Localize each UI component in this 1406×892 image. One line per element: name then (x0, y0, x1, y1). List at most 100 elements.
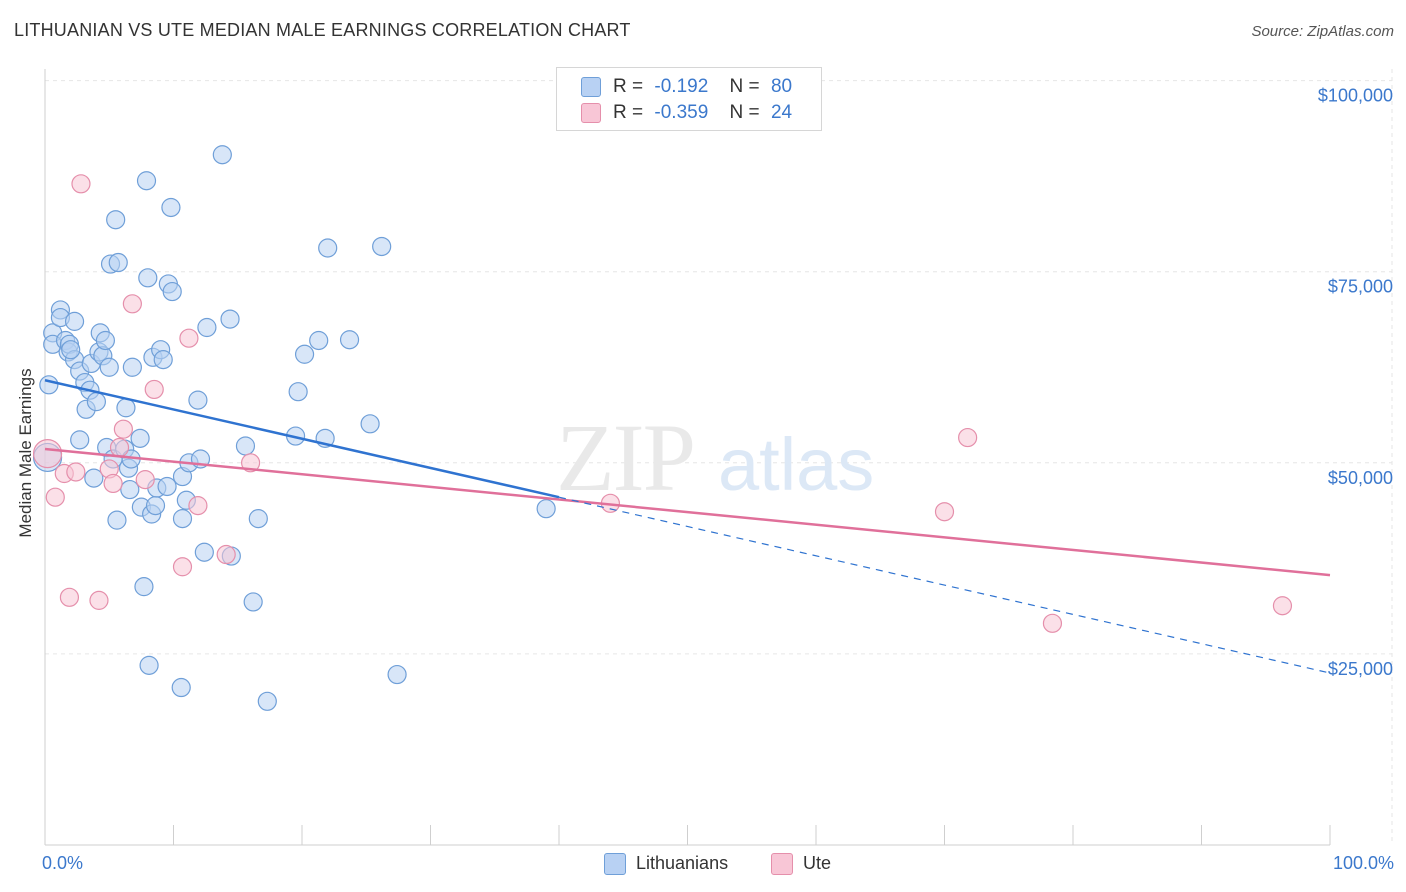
point-ute (1272, 596, 1293, 616)
trendline-lithuanians-extension (558, 496, 1331, 674)
point-lithuanians (39, 375, 59, 395)
point-ute (71, 174, 91, 194)
point-lithuanians (139, 655, 159, 675)
point-lithuanians (120, 479, 140, 500)
legend-r-label-1: R = (613, 76, 644, 97)
point-lithuanians (116, 398, 136, 418)
point-lithuanians (157, 476, 177, 497)
point-lithuanians (161, 197, 181, 218)
point-lithuanians (99, 357, 119, 377)
point-ute (32, 439, 63, 469)
point-lithuanians (106, 210, 126, 230)
point-lithuanians (162, 281, 182, 302)
point-lithuanians (197, 317, 217, 338)
y-tick-label: $100,000 (1318, 86, 1393, 106)
point-lithuanians (122, 357, 142, 377)
point-lithuanians (536, 499, 556, 519)
watermark-zip: ZIP (556, 404, 694, 511)
y-tick-label: $25,000 (1328, 659, 1393, 679)
point-ute (188, 496, 208, 516)
points-ute (32, 174, 1293, 633)
y-axis-title: Median Male Earnings (16, 368, 35, 537)
point-ute (45, 487, 65, 507)
legend-n-value-1: 80 (770, 76, 793, 97)
point-ute (103, 473, 123, 494)
legend-swatch-lithuanians (581, 77, 601, 97)
tick-label-layer: $100,000 $75,000 $50,000 $25,000 (1318, 86, 1393, 679)
point-lithuanians (318, 238, 338, 258)
legend-swatch-ute (581, 103, 601, 123)
point-ute (113, 419, 133, 439)
point-ute (122, 294, 142, 314)
y-tick-label: $75,000 (1328, 277, 1393, 297)
legend-n-value-2: 24 (770, 102, 793, 123)
points-lithuanians (32, 145, 556, 711)
point-lithuanians (294, 344, 315, 364)
point-lithuanians (360, 414, 380, 434)
point-lithuanians (84, 468, 104, 488)
point-ute (89, 590, 109, 610)
point-lithuanians (70, 430, 90, 450)
point-ute (216, 544, 236, 565)
trendline-ute (44, 447, 1331, 577)
bottom-legend-swatch-lithuanians (604, 853, 626, 875)
point-lithuanians (64, 311, 85, 331)
point-ute (66, 462, 86, 482)
trend-layer (44, 379, 1331, 674)
point-lithuanians (130, 428, 150, 448)
point-ute (135, 470, 155, 490)
point-lithuanians (134, 577, 154, 597)
point-lithuanians (288, 382, 308, 402)
chart-title: LITHUANIAN VS UTE MEDIAN MALE EARNINGS C… (14, 20, 631, 40)
point-lithuanians (138, 268, 158, 288)
point-lithuanians (86, 392, 107, 412)
point-lithuanians (339, 330, 360, 350)
trendline-lithuanians (44, 379, 560, 499)
point-ute (172, 557, 193, 577)
y-tick-label: $50,000 (1328, 468, 1393, 488)
point-lithuanians (61, 340, 81, 360)
watermark: ZIP atlas (556, 404, 874, 511)
bottom-legend-swatch-ute (771, 853, 793, 875)
point-lithuanians (95, 330, 115, 351)
point-lithuanians (172, 509, 193, 529)
point-lithuanians (107, 510, 127, 530)
point-lithuanians (309, 330, 329, 351)
point-lithuanians (194, 542, 214, 562)
point-lithuanians (171, 677, 191, 698)
axis-layer (44, 69, 1331, 846)
point-lithuanians (243, 592, 263, 612)
point-lithuanians (108, 252, 128, 273)
x-tick-right: 100.0% (1332, 853, 1394, 873)
point-ute (1042, 613, 1063, 633)
source-label: Source: ZipAtlas.com (1251, 23, 1394, 40)
point-ute (144, 379, 164, 400)
point-ute (958, 427, 978, 448)
point-ute (59, 587, 80, 607)
point-lithuanians (387, 664, 407, 685)
point-lithuanians (153, 350, 173, 370)
correlation-legend: R = -0.192 N = 80 R = -0.359 N = 24 (556, 67, 822, 131)
point-lithuanians (257, 691, 277, 711)
point-lithuanians (220, 309, 240, 329)
point-lithuanians (248, 509, 268, 529)
legend-n-label-1: N = (729, 76, 760, 97)
point-ute (179, 328, 199, 348)
legend-r-value-1: -0.192 (654, 76, 709, 97)
point-lithuanians (145, 496, 166, 516)
point-lithuanians (212, 145, 232, 165)
point-ute (109, 437, 130, 458)
point-ute (934, 502, 955, 522)
point-lithuanians (235, 436, 256, 456)
legend-n-label-2: N = (729, 102, 760, 123)
watermark-atlas: atlas (718, 423, 874, 506)
legend-r-value-2: -0.359 (654, 102, 709, 123)
point-lithuanians (372, 236, 392, 257)
bottom-legend-label-lithuanians: Lithuanians (636, 853, 729, 873)
point-lithuanians (188, 390, 208, 410)
legend-r-label-2: R = (613, 102, 644, 123)
point-ute (241, 453, 261, 473)
point-lithuanians (136, 171, 157, 191)
x-tick-left: 0.0% (42, 853, 84, 873)
